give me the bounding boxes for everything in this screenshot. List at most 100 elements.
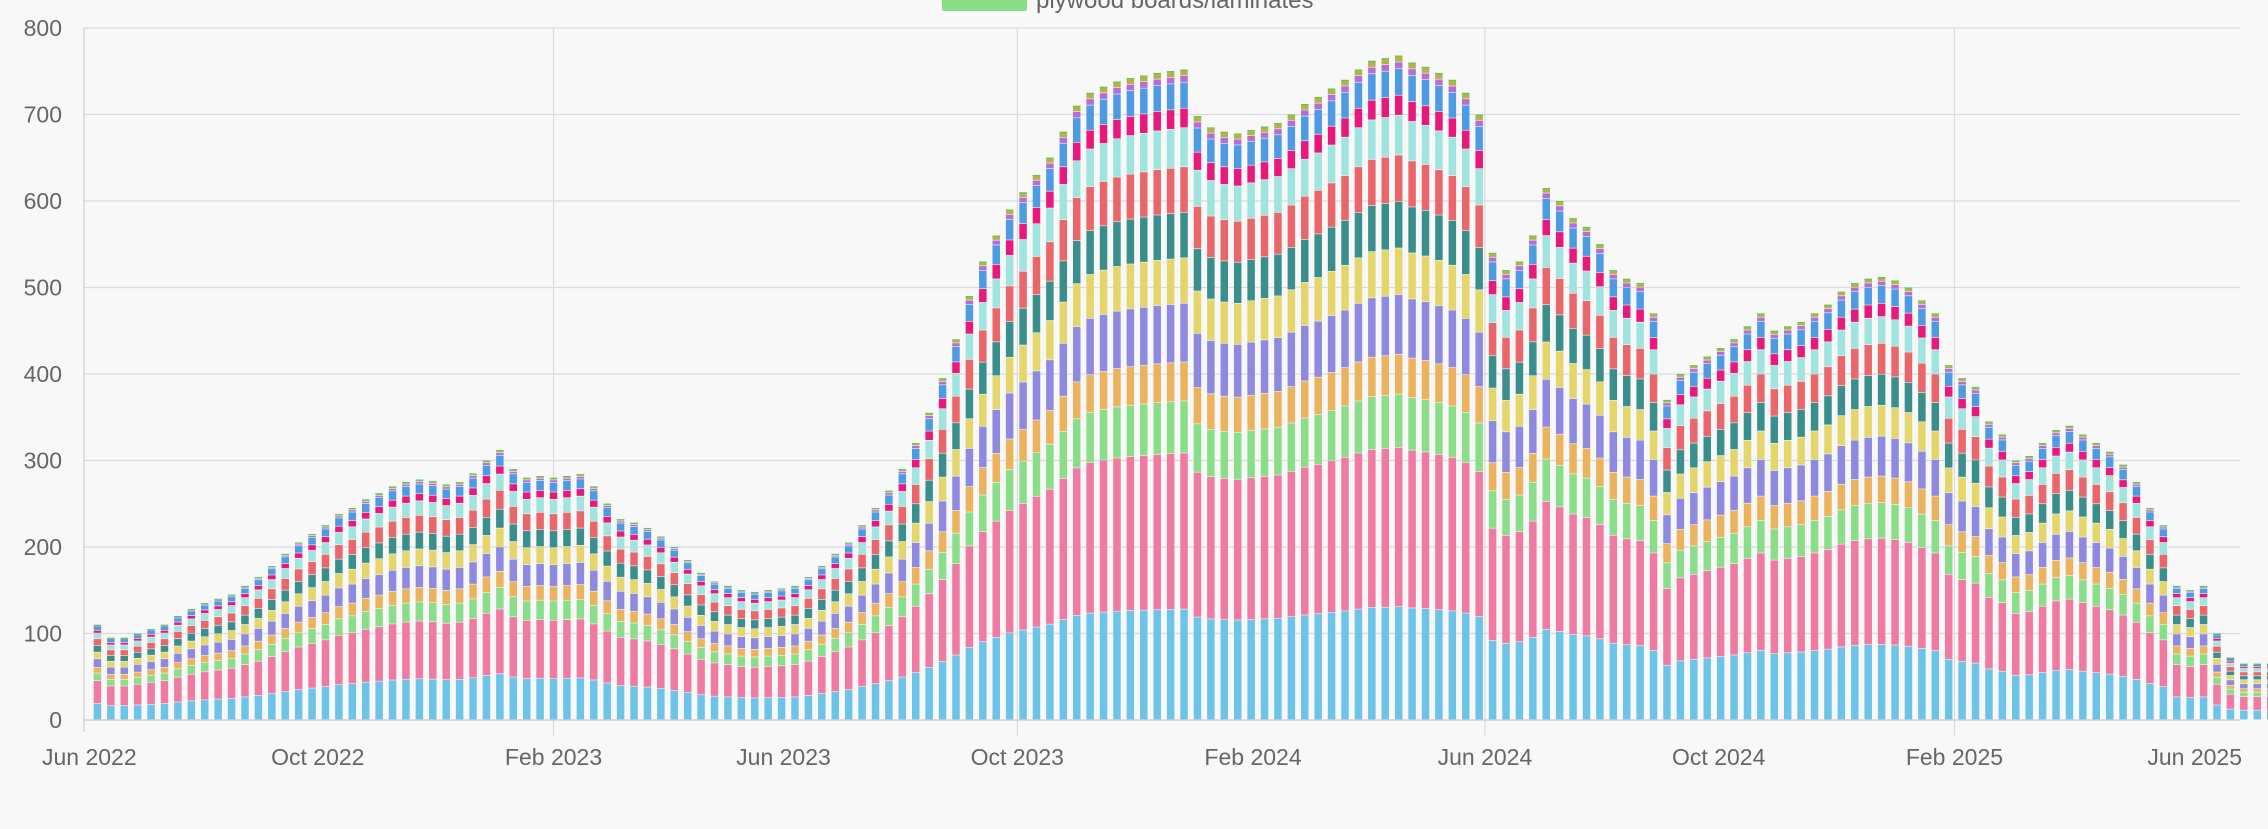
- bar-segment: [1180, 167, 1188, 213]
- bar-segment: [509, 491, 518, 507]
- bar-segment: [2159, 640, 2168, 687]
- bar-segment: [402, 486, 410, 496]
- bar-segment: [214, 600, 222, 601]
- bar-segment: [1032, 627, 1041, 720]
- bar-segment: [1663, 399, 1671, 401]
- bar-segment: [455, 482, 464, 483]
- bar-segment: [1113, 81, 1121, 83]
- bar-segment: [1971, 536, 1980, 557]
- bar-segment: [1944, 418, 1953, 443]
- bar-segment: [844, 606, 853, 622]
- bar-segment: [107, 667, 115, 675]
- bar-segment: [1676, 498, 1685, 530]
- bar-segment: [1569, 398, 1577, 444]
- bar-segment: [1502, 270, 1510, 275]
- bar-segment: [1072, 197, 1081, 241]
- bar-segment: [1435, 170, 1443, 215]
- bar-segment: [107, 650, 115, 656]
- bar-segment: [1663, 543, 1671, 563]
- bar-segment: [1703, 411, 1711, 437]
- bar-segment: [2079, 563, 2087, 580]
- bar-segment: [1099, 371, 1108, 410]
- bar-segment: [2038, 443, 2047, 446]
- bar-segment: [1354, 82, 1363, 108]
- bar-segment: [965, 296, 974, 300]
- bar-segment: [1140, 88, 1148, 114]
- bar-segment: [1904, 291, 1913, 296]
- bar-segment: [388, 537, 397, 554]
- bar-segment: [1515, 261, 1524, 266]
- bar-segment: [1770, 416, 1779, 444]
- bar-segment: [643, 527, 652, 529]
- bar-segment: [1113, 177, 1121, 222]
- bar-segment: [1569, 514, 1577, 635]
- bar-segment: [858, 529, 866, 537]
- bar-segment: [93, 624, 102, 626]
- bar-segment: [2159, 527, 2168, 529]
- bar-segment: [2132, 482, 2141, 484]
- bar-segment: [1193, 170, 1202, 207]
- bar-segment: [1743, 385, 1752, 413]
- bar-segment: [979, 261, 987, 266]
- bar-segment: [804, 661, 813, 696]
- bar-segment: [737, 666, 746, 698]
- bar-segment: [1622, 406, 1631, 438]
- bar-segment: [844, 633, 853, 647]
- bar-segment: [107, 645, 115, 650]
- bar-segment: [1837, 291, 1846, 296]
- bar-segment: [549, 548, 558, 565]
- bar-segment: [321, 612, 330, 625]
- bar-segment: [1072, 240, 1081, 284]
- bar-segment: [1529, 264, 1537, 279]
- bar-segment: [2186, 697, 2194, 720]
- bar-segment: [268, 621, 276, 635]
- bar-segment: [1113, 266, 1121, 311]
- bar-segment: [2092, 542, 2101, 568]
- bar-segment: [1099, 143, 1108, 182]
- bar-segment: [429, 567, 437, 589]
- bar-segment: [1032, 371, 1041, 420]
- legend[interactable]: plywood boards/laminates: [942, 0, 1314, 14]
- bar-segment: [2253, 692, 2261, 697]
- bar-segment: [268, 569, 276, 575]
- bar-segment: [1072, 615, 1081, 720]
- bar-segment: [294, 553, 303, 559]
- bar-segment: [885, 490, 893, 492]
- bar-segment: [1153, 170, 1161, 215]
- bar-segment: [241, 615, 249, 625]
- bar-segment: [1408, 608, 1416, 720]
- bar-segment: [200, 662, 209, 672]
- bar-segment: [2025, 458, 2033, 461]
- bar-segment: [1636, 505, 1644, 541]
- bar-segment: [1609, 310, 1618, 338]
- bar-segment: [1958, 661, 1966, 720]
- bar-segment: [2226, 667, 2235, 671]
- bar-segment: [1663, 428, 1671, 448]
- bar-segment: [1985, 573, 1993, 598]
- bar-segment: [1797, 381, 1805, 410]
- bar-segment: [1703, 462, 1711, 487]
- bar-segment: [1421, 73, 1430, 80]
- bar-segment: [1985, 424, 1993, 427]
- bar-segment: [1113, 311, 1121, 369]
- bar-segment: [952, 563, 960, 655]
- bar-segment: [1743, 653, 1752, 720]
- bar-segment: [120, 637, 128, 639]
- bar-segment: [1757, 520, 1765, 553]
- bar-segment: [469, 599, 477, 619]
- bar-segment: [657, 547, 665, 553]
- bar-segment: [1086, 613, 1094, 720]
- bar-segment: [522, 678, 531, 720]
- bar-segment: [1636, 645, 1644, 720]
- bar-segment: [1247, 342, 1255, 395]
- bar-segment: [321, 568, 330, 582]
- bar-segment: [1542, 501, 1550, 629]
- bar-segment: [1542, 459, 1550, 502]
- bar-segment: [1555, 201, 1564, 206]
- bar-segment: [1985, 466, 1993, 487]
- bar-segment: [1059, 167, 1068, 185]
- bar-segment: [1851, 283, 1859, 287]
- bar-segment: [1247, 165, 1255, 183]
- bar-segment: [402, 482, 410, 483]
- bar-segment: [1301, 467, 1309, 615]
